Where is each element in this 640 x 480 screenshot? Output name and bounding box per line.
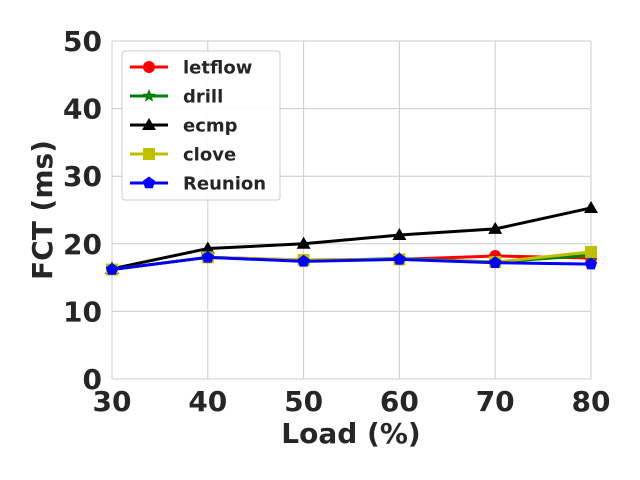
ecmp-point (200, 241, 215, 254)
ecmp-point (392, 228, 407, 241)
ecmp-line (111, 206, 592, 271)
y-tick-label: 10 (63, 295, 102, 328)
x-tick-label: 30 (93, 385, 132, 418)
legend-item-clove: clove (130, 145, 236, 166)
y-tick-label: 0 (83, 363, 102, 396)
clove-point (585, 245, 597, 258)
y-tick-labels: 0 10 20 30 40 50 (63, 25, 102, 396)
x-tick-label: 40 (188, 385, 227, 418)
series-ecmp (105, 200, 598, 274)
ecmp-point (488, 221, 503, 234)
legend-label: letflow (183, 58, 252, 79)
reunion-point (297, 254, 310, 267)
legend-item-drill: drill (130, 87, 223, 108)
reunion-point (105, 262, 119, 275)
legend-box (121, 50, 281, 201)
reunion-point (489, 256, 502, 268)
y-tick-label: 20 (63, 228, 102, 261)
ecmp-point (296, 236, 311, 249)
y-axis-label: FCT (ms) (26, 140, 59, 280)
legend-label: Reunion (183, 174, 266, 195)
x-tick-label: 70 (476, 385, 515, 418)
y-tick-label: 50 (63, 25, 102, 58)
legend-item-reunion: Reunion (130, 174, 266, 195)
legend-item-ecmp: ecmp (130, 116, 238, 137)
x-tick-label: 50 (284, 385, 323, 418)
reunion-line (111, 255, 592, 271)
x-tick-label: 60 (380, 385, 419, 418)
x-axis-label: Load (%) (281, 417, 420, 450)
legend-label: ecmp (183, 116, 238, 137)
reunion-point (393, 252, 406, 265)
ecmp-point (584, 200, 598, 213)
legend-item-letflow: letflow (130, 58, 252, 79)
legend-marker (143, 61, 155, 73)
y-tick-label: 30 (63, 160, 102, 193)
legend-label: clove (183, 145, 236, 166)
x-tick-labels: 30 40 50 60 70 80 (93, 385, 611, 418)
y-tick-label: 40 (63, 93, 102, 126)
grid-lines (111, 40, 592, 380)
legend-marker (142, 89, 156, 102)
reunion-point (584, 257, 598, 270)
legend-marker (142, 118, 156, 130)
legend: letflow drill ecmp clove Reunion (121, 50, 281, 201)
legend-marker (142, 176, 156, 189)
series-lines (105, 200, 598, 276)
series-reunion (105, 250, 598, 275)
x-tick-label: 80 (572, 385, 611, 418)
reunion-point (201, 250, 214, 263)
legend-label: drill (183, 87, 223, 108)
legend-marker (143, 148, 155, 160)
